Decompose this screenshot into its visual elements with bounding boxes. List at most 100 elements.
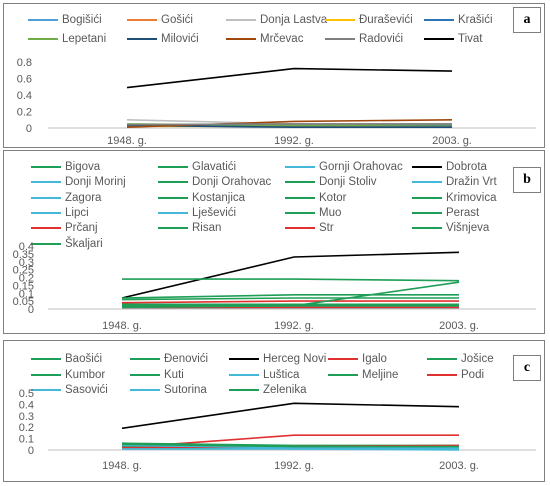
legend-swatch [285, 227, 315, 230]
legend-swatch [226, 38, 256, 40]
series-line [126, 119, 453, 128]
legend-label: Donji Stoliv [319, 176, 377, 189]
legend-label: Prčanj [65, 222, 98, 235]
legend-swatch [130, 389, 160, 391]
legend-swatch [31, 211, 61, 214]
legend-swatch [328, 373, 358, 376]
legend-label: Škaljari [65, 237, 103, 250]
legend-swatch [158, 211, 188, 214]
y-tick-label: 0.25 [13, 265, 34, 277]
legend-swatch [28, 38, 58, 40]
x-tick-label: 1948. g. [107, 135, 147, 147]
series-line [121, 300, 459, 304]
legend-label: Sutorina [164, 384, 207, 396]
legend-swatch [325, 38, 355, 40]
legend-swatch [158, 196, 188, 199]
series-line [121, 281, 460, 309]
legend-label: Podi [461, 368, 485, 381]
legend-swatch [31, 196, 61, 199]
y-tick-label: 0.4 [17, 90, 32, 102]
legend-swatch [412, 181, 442, 184]
y-tick-label: 0.3 [19, 411, 34, 423]
legend-swatch [31, 373, 61, 376]
series-line [121, 402, 460, 430]
legend-label: Kuti [164, 368, 184, 381]
series-line [121, 444, 459, 449]
x-tick-label: 1948. g. [102, 460, 142, 472]
legend-label: Donja Lastva [260, 14, 328, 26]
legend-swatch [229, 358, 259, 360]
legend-label: Lipci [65, 206, 89, 219]
legend-label: Đuraševići [359, 14, 413, 26]
x-tick-label: 1992. g. [274, 135, 314, 147]
legend-label: Lepetani [62, 33, 107, 45]
legend-swatch [31, 358, 61, 360]
legend-swatch [158, 181, 188, 184]
legend-label: Glavatići [192, 161, 237, 173]
legend-swatch [158, 227, 188, 230]
legend-label: Muo [319, 206, 342, 219]
y-tick-label: 0.6 [17, 74, 32, 86]
legend-label: Herceg Novi [263, 353, 327, 365]
legend-label: Str [319, 222, 334, 235]
legend-swatch [412, 211, 442, 214]
legend-label: Dražin Vrt [446, 176, 497, 189]
legend-label: Radovići [359, 33, 404, 45]
legend-label: Igalo [362, 353, 387, 365]
legend-swatch [127, 38, 157, 40]
series-line [121, 294, 459, 299]
legend-swatch [427, 373, 457, 376]
y-tick-label: 0.35 [13, 249, 34, 261]
legend-swatch [31, 242, 61, 245]
legend-label: Kotor [319, 191, 347, 204]
legend-swatch [424, 19, 454, 21]
y-tick-label: 0.3 [19, 257, 34, 269]
legend-label: Gornji Orahovac [319, 161, 403, 173]
legend-swatch [127, 19, 157, 21]
y-tick-label: 0.1 [19, 434, 34, 446]
plot-area: 00.10.20.30.40.5 1948. g. 1992. g. 2003. g. [19, 388, 536, 472]
chart-panel-c: Baošići Đenovići Herceg Novi Igalo Jošice Kum… [3, 340, 545, 482]
legend-swatch [229, 373, 259, 376]
series-line [122, 278, 460, 282]
series-line [126, 123, 452, 126]
chart-panel-b: Bigova Glavatići Gornji Orahovac Dobrota Don… [3, 150, 545, 334]
y-tick-label: 0 [28, 304, 34, 316]
y-tick-label: 0 [26, 123, 32, 135]
legend-label: Jošice [461, 353, 494, 365]
x-tick-label: 1992. g. [274, 460, 314, 472]
legend-swatch [130, 358, 160, 360]
legend-swatch [328, 358, 358, 360]
legend-label: Tivat [458, 33, 483, 45]
legend-label: Perast [446, 206, 480, 219]
plot-area: 00.050.10.150.20.250.30.350.4 1948. g. 199… [13, 241, 536, 332]
legend-swatch [31, 389, 61, 391]
series-line [126, 67, 453, 89]
legend-swatch [325, 19, 355, 21]
legend-label: Lješevići [192, 206, 237, 219]
legend-label: Milovići [161, 33, 199, 45]
legend-label: Kumbor [65, 368, 106, 381]
legend-label: Gošići [161, 14, 193, 26]
legend-swatch [31, 166, 61, 168]
legend-label: Mrčevac [260, 33, 304, 45]
x-tick-label: 2003. g. [439, 460, 479, 472]
legend-swatch [285, 181, 315, 184]
legend-swatch [412, 196, 442, 199]
legend-label: Bogišići [62, 14, 102, 26]
legend-label: Baošići [65, 353, 103, 365]
legend-label: Meljine [362, 368, 399, 381]
legend-swatch [158, 166, 188, 168]
y-tick-label: 0.2 [19, 273, 34, 285]
legend-label: Zelenika [263, 384, 307, 396]
x-tick-label: 1992. g. [274, 320, 314, 332]
y-tick-label: 0.5 [19, 388, 34, 400]
series-line [121, 251, 460, 299]
legend-swatch [31, 227, 61, 230]
legend-label: Kostanjica [192, 191, 246, 204]
legend-swatch [412, 166, 442, 168]
x-tick-label: 2003. g. [439, 320, 479, 332]
y-tick-label: 0.2 [19, 422, 34, 434]
legend-swatch [285, 211, 315, 214]
legend-swatch [412, 227, 442, 230]
